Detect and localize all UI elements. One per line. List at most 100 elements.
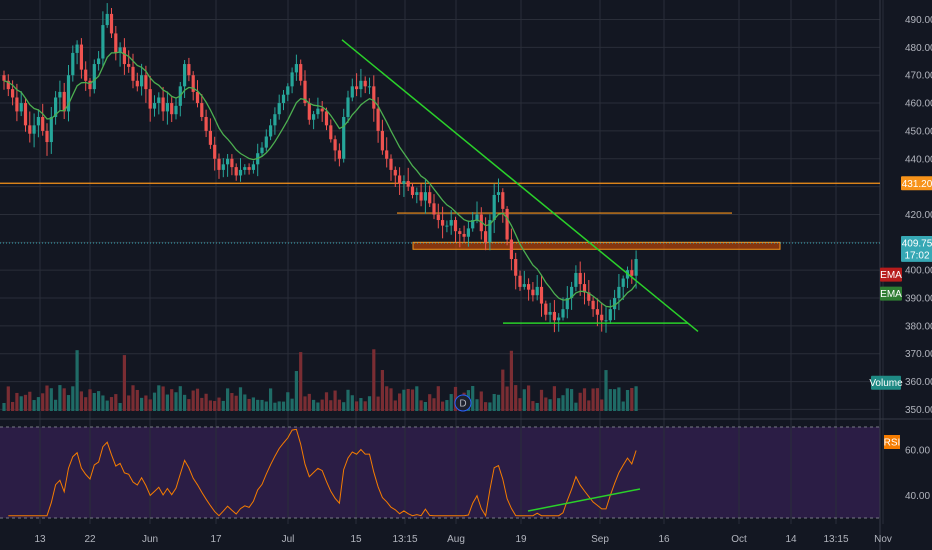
volume-bar: [6, 386, 10, 411]
volume-bar: [174, 392, 178, 411]
volume-bar: [428, 394, 432, 411]
volume-bar: [531, 401, 535, 411]
volume-bar: [363, 401, 367, 411]
price-tag: [901, 247, 932, 262]
candle-body: [548, 311, 552, 315]
candle-body: [195, 91, 200, 104]
volume-bar: [15, 392, 19, 411]
volume-bar: [410, 389, 415, 411]
volume-bar: [92, 392, 96, 411]
volume-bar: [140, 397, 144, 411]
candle-body: [591, 300, 595, 310]
price-tag-label: EMA: [880, 289, 902, 300]
volume-bar: [561, 395, 565, 411]
candle-body: [32, 125, 36, 134]
candle-body: [471, 220, 475, 229]
candle-body: [402, 181, 406, 184]
volume-bar: [350, 395, 354, 411]
candle-body: [415, 192, 419, 195]
candle-body: [101, 25, 105, 59]
candle-body: [380, 130, 384, 151]
candle-body: [114, 33, 118, 53]
volume-bar: [84, 397, 88, 411]
candle-body: [423, 192, 427, 201]
x-tick-label: 19: [515, 534, 527, 545]
candle-body: [148, 89, 152, 109]
volume-bar: [634, 386, 638, 411]
candle-body: [187, 64, 191, 76]
candle-body: [247, 167, 251, 170]
rsi-band: [0, 427, 880, 518]
x-tick-label: Aug: [447, 534, 465, 545]
volume-bar: [372, 349, 376, 411]
volume-bar: [552, 386, 556, 411]
candle-body: [337, 150, 341, 159]
candle-body: [286, 86, 290, 95]
volume-bar: [587, 400, 591, 411]
candle-body: [398, 175, 402, 184]
price-tag: [880, 286, 902, 301]
volume-bar: [320, 399, 324, 411]
volume-bar: [294, 371, 298, 411]
volume-bar: [324, 392, 329, 411]
volume-bar: [570, 389, 574, 411]
candle-body: [346, 97, 350, 117]
price-tag-label: 409.75: [902, 239, 932, 250]
x-tick-label: 14: [785, 534, 797, 545]
volume-bar: [621, 401, 625, 411]
price-tick-label: 380.00: [905, 321, 932, 332]
candle-body: [604, 320, 608, 322]
candle-body: [608, 309, 612, 321]
candle-body: [617, 286, 621, 299]
price-tick-label: 400.00: [905, 266, 932, 277]
candle-body: [45, 130, 49, 143]
candle-body: [238, 169, 243, 176]
candle-body: [165, 103, 169, 112]
candle-body: [630, 270, 634, 276]
volume-bar: [247, 398, 251, 411]
volume-bar: [23, 394, 28, 411]
candle-body: [294, 64, 298, 73]
candle-body: [174, 105, 178, 115]
candle-body: [385, 150, 389, 159]
volume-bar: [604, 370, 608, 411]
candle-body: [41, 116, 45, 131]
x-tick-label: 22: [84, 534, 96, 545]
rsi-tick-label: 60.00: [905, 445, 930, 456]
candle-body: [484, 231, 488, 243]
volume-bar: [152, 392, 157, 411]
volume-bar: [544, 397, 548, 411]
candle-body: [260, 147, 264, 154]
candle-body: [587, 292, 591, 301]
volume-bar: [565, 388, 569, 411]
x-tick-label: Nov: [874, 534, 892, 545]
volume-bar: [165, 394, 169, 411]
volume-bar: [127, 395, 131, 411]
candle-body: [131, 66, 135, 81]
candle-body: [200, 103, 204, 117]
volume-bar: [79, 391, 83, 411]
volume-bar: [226, 388, 230, 411]
candle-body: [161, 97, 165, 112]
volume-bar: [312, 399, 316, 411]
volume-bar: [264, 401, 268, 411]
volume-bar: [539, 389, 544, 411]
candle-body: [492, 194, 496, 221]
candle-body: [634, 259, 638, 276]
candle-body: [217, 158, 221, 170]
candle-body: [109, 13, 114, 34]
volume-bar: [221, 400, 225, 411]
candle-body: [140, 75, 144, 87]
volume-bar: [488, 402, 492, 411]
candle-body: [66, 75, 71, 112]
candle-body: [324, 111, 329, 126]
candle-body: [273, 114, 277, 126]
volume-bar: [208, 400, 212, 411]
candle-body: [410, 186, 415, 195]
volume-bar: [518, 398, 522, 411]
volume-bar: [608, 389, 612, 411]
candle-body: [92, 64, 96, 90]
candle-body: [264, 136, 268, 148]
x-tick-label: Sep: [591, 534, 609, 545]
